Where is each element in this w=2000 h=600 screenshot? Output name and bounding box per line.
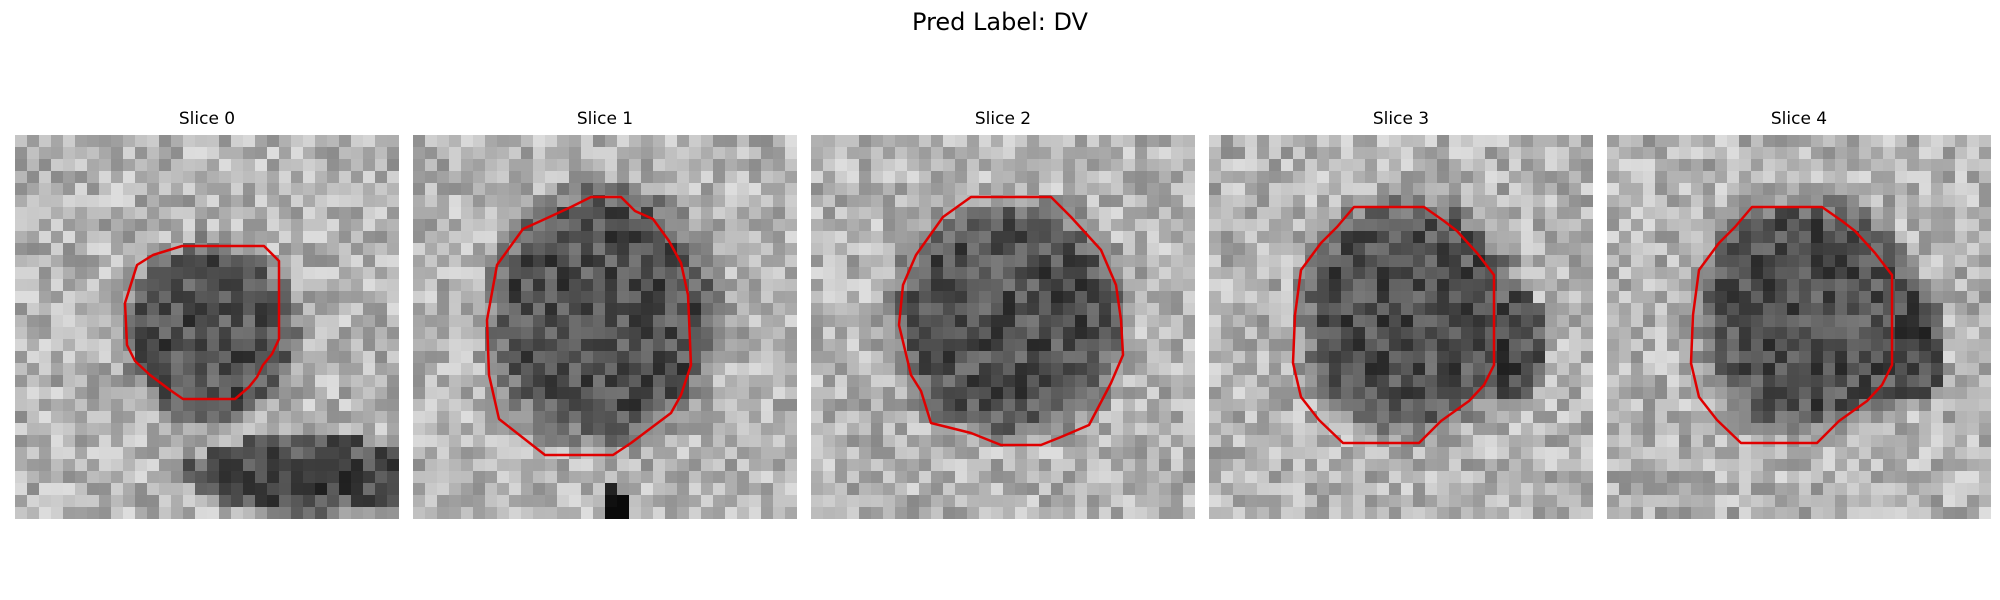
slice-panel-1: Slice 1	[413, 108, 797, 519]
slice-panel-0: Slice 0	[15, 108, 399, 519]
slice-image-0	[15, 135, 399, 519]
slice-image-1	[413, 135, 797, 519]
slice-panel-2: Slice 2	[811, 108, 1195, 519]
contour-outline	[1291, 205, 1496, 445]
slice-image-4	[1607, 135, 1991, 519]
slice-title-2: Slice 2	[974, 109, 1032, 129]
slice-panel-4: Slice 4	[1607, 108, 1991, 519]
contour-outline	[1689, 205, 1894, 445]
figure-title: Pred Label: DV	[912, 8, 1088, 36]
slice-panel-3: Slice 3	[1209, 108, 1593, 519]
contour-outline	[123, 244, 281, 401]
slice-title-1: Slice 1	[576, 109, 634, 129]
contour-outline	[485, 195, 693, 457]
contour-outline	[897, 195, 1125, 447]
slice-image-3	[1209, 135, 1593, 519]
slice-title-3: Slice 3	[1372, 109, 1430, 129]
slice-image-2	[811, 135, 1195, 519]
slice-title-0: Slice 0	[178, 109, 236, 129]
slice-title-4: Slice 4	[1770, 109, 1828, 129]
